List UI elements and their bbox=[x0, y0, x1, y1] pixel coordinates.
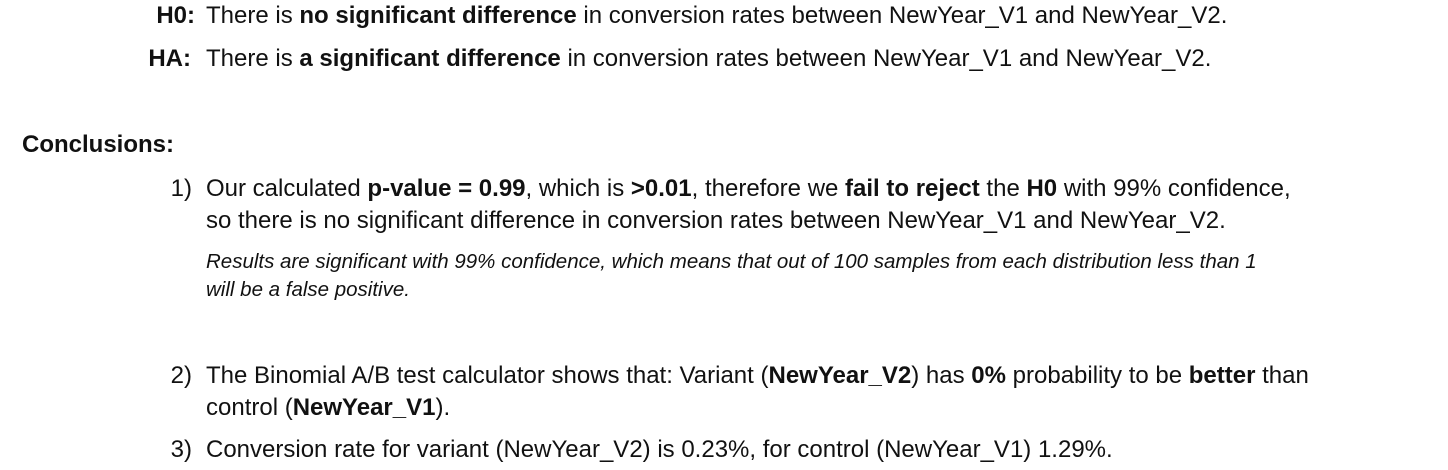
c2-l2-t1: control ( bbox=[206, 394, 293, 421]
conclusion-1-line-2: so there is no significant difference in… bbox=[206, 207, 1226, 234]
c1-t3: , therefore we bbox=[691, 175, 846, 202]
h0-text-post: in conversion rates between NewYear_V1 a… bbox=[576, 2, 1228, 29]
c1-fail-to-reject: fail to reject bbox=[845, 175, 980, 202]
c1-h0: H0 bbox=[1026, 175, 1058, 202]
c2-better: better bbox=[1188, 362, 1256, 389]
c2-t4: than bbox=[1255, 362, 1309, 389]
c2-t3: probability to be bbox=[1005, 362, 1189, 389]
c2-variant: NewYear_V2 bbox=[768, 362, 912, 389]
ha-text-pre: There is bbox=[206, 45, 300, 72]
c2-control: NewYear_V1 bbox=[292, 394, 436, 421]
ha-text-bold: a significant difference bbox=[299, 45, 561, 72]
ha-text-post: in conversion rates between NewYear_V1 a… bbox=[560, 45, 1212, 72]
c1-t2: , which is bbox=[525, 175, 631, 202]
h0-text-bold: no significant difference bbox=[299, 2, 577, 29]
conclusion-2-line-2: control (NewYear_V1). bbox=[206, 392, 450, 424]
c1-t5: with 99% confidence, bbox=[1057, 175, 1291, 202]
conclusion-1-number: 1) bbox=[170, 175, 192, 202]
c1-t4: the bbox=[979, 175, 1027, 202]
c2-t2: ) has bbox=[911, 362, 972, 389]
c2-probability: 0% bbox=[971, 362, 1006, 389]
ha-statement: There is a significant difference in con… bbox=[206, 43, 1211, 75]
conclusion-2-number: 2) bbox=[170, 362, 192, 389]
c2-l2-t2: ). bbox=[435, 394, 451, 421]
h0-text-pre: There is bbox=[206, 2, 300, 29]
conclusion-3-number: 3) bbox=[170, 436, 192, 463]
conclusion-3-text: Conversion rate for variant (NewYear_V2)… bbox=[206, 436, 1113, 463]
c1-threshold: >0.01 bbox=[630, 175, 692, 202]
c1-pvalue: p-value = 0.99 bbox=[367, 175, 526, 202]
conclusion-1-note-line-2: will be a false positive. bbox=[206, 278, 410, 301]
c1-t1: Our calculated bbox=[206, 175, 368, 202]
c2-t1: The Binomial A/B test calculator shows t… bbox=[206, 362, 769, 389]
conclusion-1-line-1: Our calculated p-value = 0.99, which is … bbox=[206, 173, 1291, 205]
h0-label: H0: bbox=[156, 2, 195, 29]
conclusion-1-note-line-1: Results are significant with 99% confide… bbox=[206, 250, 1257, 273]
conclusion-2-line-1: The Binomial A/B test calculator shows t… bbox=[206, 360, 1309, 392]
h0-statement: There is no significant difference in co… bbox=[206, 0, 1227, 32]
ha-label: HA: bbox=[148, 45, 191, 72]
conclusions-heading: Conclusions: bbox=[22, 131, 175, 158]
